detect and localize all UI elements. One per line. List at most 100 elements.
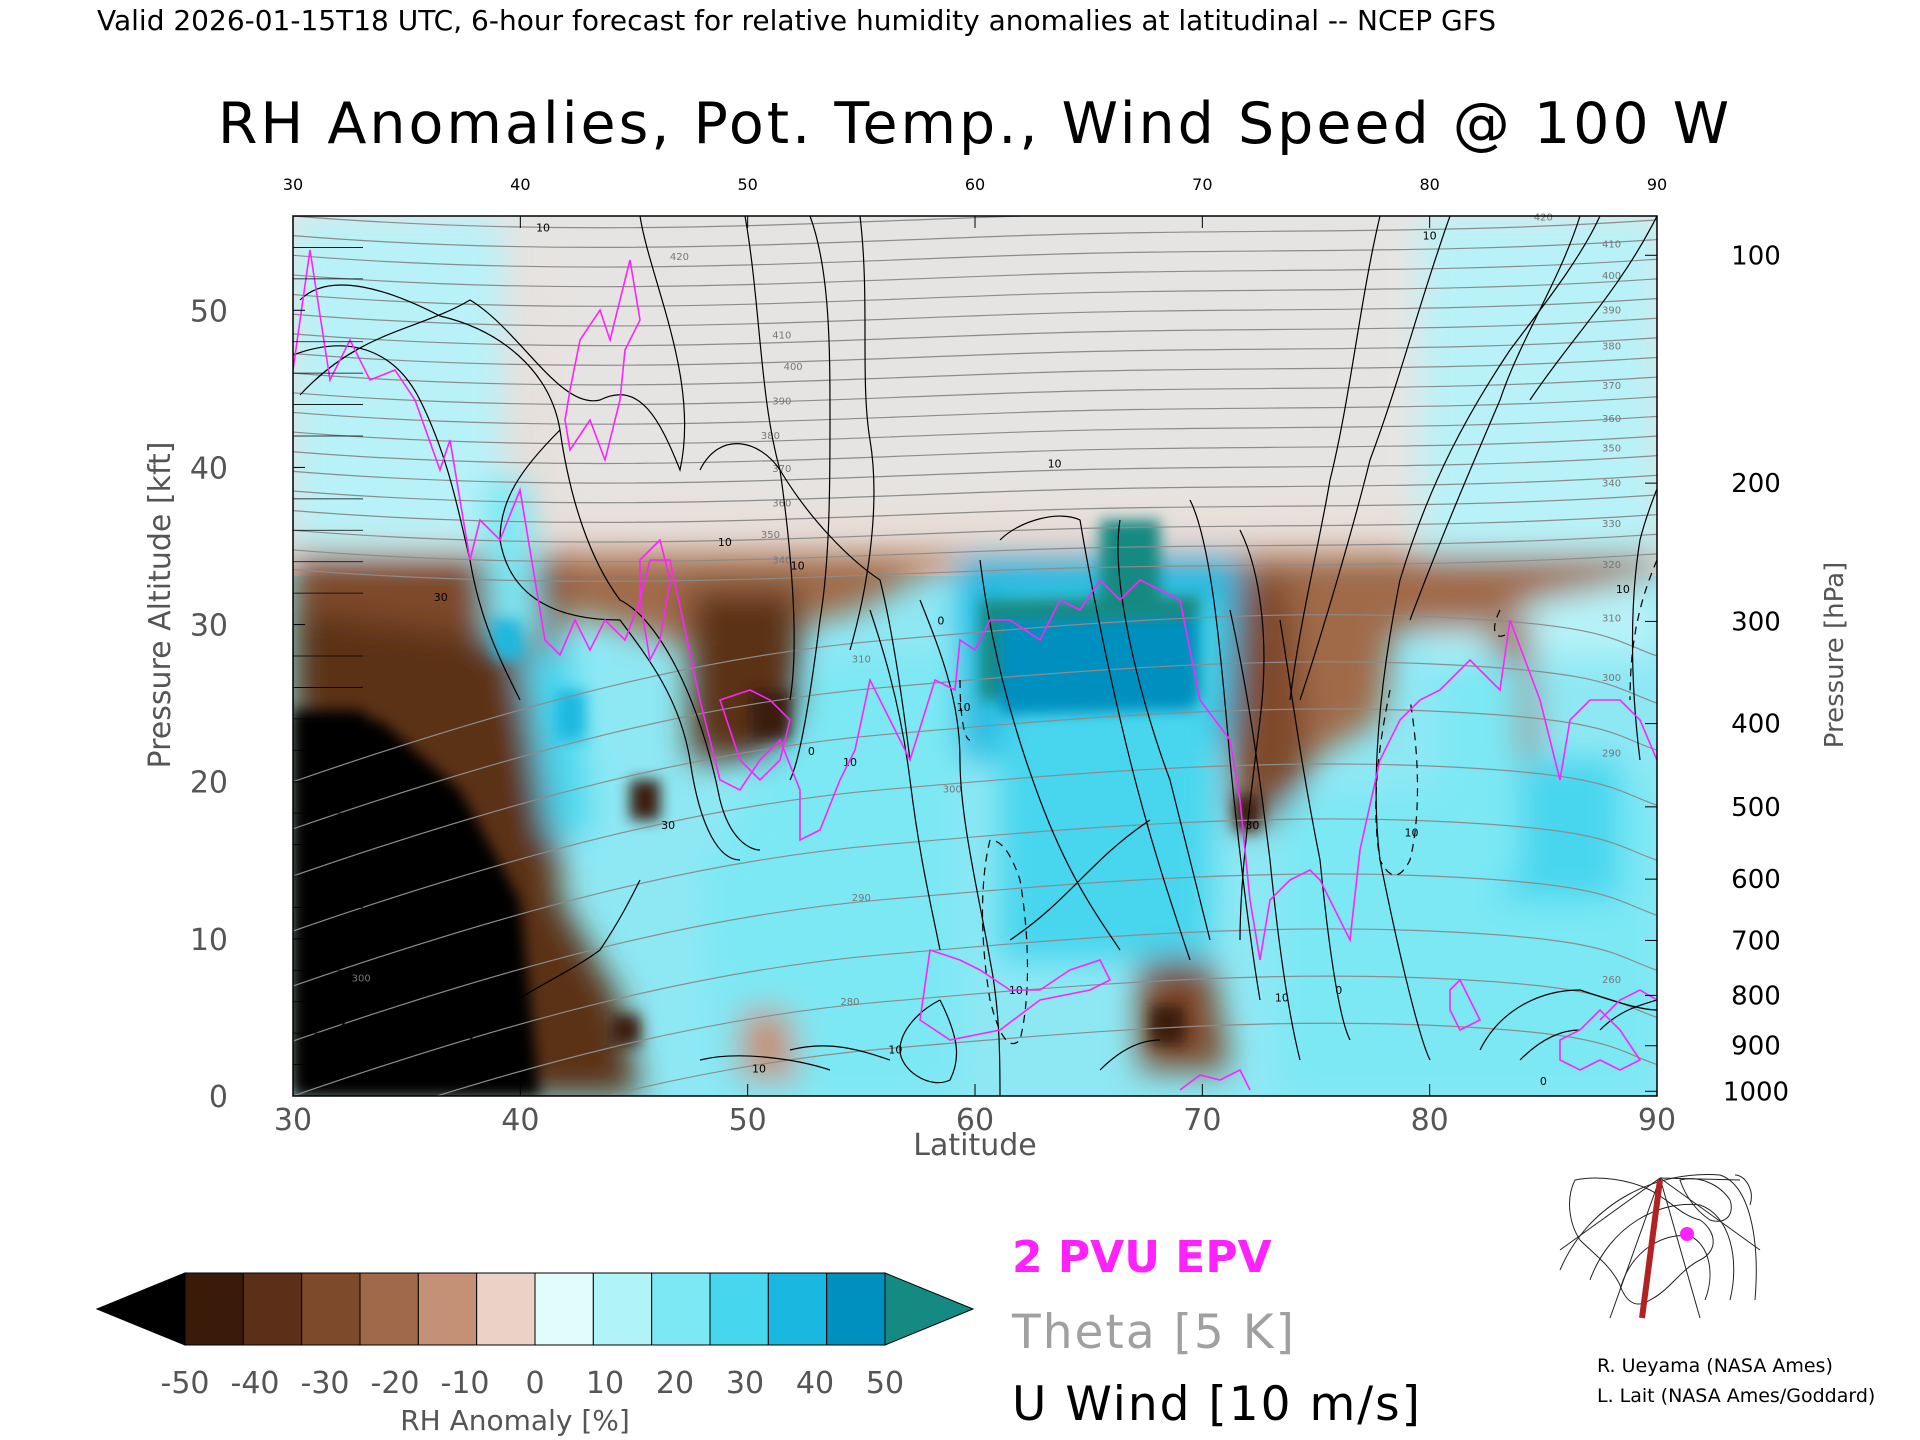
locator-map <box>1558 1166 1761 1319</box>
pressure-tick-label: 1000 <box>1723 1077 1789 1107</box>
theta-isentrope <box>293 818 1657 987</box>
colorbar-swatch <box>184 1272 244 1346</box>
credit-line-1: R. Ueyama (NASA Ames) <box>1597 1355 1833 1377</box>
colorbar-tick-label: 50 <box>866 1366 904 1401</box>
colorbar-tick-label: -10 <box>441 1366 490 1401</box>
plot-axes: 3030404050506060707080809090010203040501… <box>190 175 1789 1138</box>
x-tick-label-top: 60 <box>965 175 985 194</box>
theta-isentrope <box>293 708 1657 877</box>
x-tick-label: 50 <box>729 1103 767 1138</box>
colorbar-swatch <box>359 1272 419 1346</box>
colorbar-tick-label: 40 <box>796 1366 834 1401</box>
y-axis-right-label: Pressure [hPa] <box>1820 562 1850 749</box>
wind-label: 10 <box>1275 992 1289 1005</box>
theta-label: 350 <box>761 530 780 541</box>
theta-label: 380 <box>761 431 780 442</box>
theta-isentrope <box>293 553 1657 582</box>
pressure-tick-label: 900 <box>1731 1032 1781 1062</box>
theta-label: 260 <box>1602 975 1621 986</box>
theta-label: 320 <box>1602 560 1621 571</box>
theta-isentrope <box>434 975 1657 1096</box>
x-tick-label-top: 30 <box>283 175 303 194</box>
theta-label: 380 <box>1602 342 1621 353</box>
wind-label: 0 <box>1540 1075 1547 1088</box>
epv-2pvu-contours <box>293 249 1657 1091</box>
x-tick-label: 80 <box>1411 1103 1449 1138</box>
colorbar-swatch <box>417 1272 478 1346</box>
wind-label: 10 <box>1048 457 1062 470</box>
cross-section-line <box>1639 1179 1663 1319</box>
colorbar-right-arrow <box>884 1272 975 1346</box>
theta-label: 390 <box>772 397 791 408</box>
theta-label: 370 <box>1602 381 1621 392</box>
theta-isentrope <box>293 513 1657 543</box>
theta-isentrope <box>293 474 1657 504</box>
x-tick-label-top: 50 <box>737 175 757 194</box>
theta-label: 290 <box>852 893 871 904</box>
legend-epv: 2 PVU EPV <box>1012 1232 1272 1283</box>
colorbar-tick-label: 30 <box>726 1366 764 1401</box>
pressure-tick-label: 400 <box>1731 710 1781 740</box>
pressure-tick-label: 200 <box>1731 469 1781 499</box>
theta-label: 350 <box>1602 444 1621 455</box>
pressure-tick-label: 100 <box>1731 241 1781 271</box>
theta-label: 360 <box>772 499 791 510</box>
map-graticule-ring-outer <box>1559 1173 1757 1301</box>
theta-label: 400 <box>1602 271 1621 282</box>
colorbar-swatch <box>709 1272 769 1346</box>
theta-isentrope <box>293 356 1657 386</box>
wind-label: 10 <box>718 536 732 549</box>
x-tick-label-top: 40 <box>510 175 530 194</box>
theta-label: 300 <box>943 785 962 796</box>
wind-label: 30 <box>661 819 675 832</box>
u-wind-contours <box>293 216 1657 1096</box>
theta-contour-labels: 4204104003903803703603503403103002902803… <box>352 213 1621 1008</box>
pressure-tick-label: 800 <box>1731 981 1781 1011</box>
y-tick-label: 20 <box>190 766 228 801</box>
theta-isentrope <box>293 455 1657 484</box>
pressure-tick-label: 700 <box>1731 926 1781 956</box>
theta-label: 330 <box>1602 519 1621 530</box>
theta-isentrope <box>293 415 1657 445</box>
x-tick-label: 70 <box>1183 1103 1221 1138</box>
colorbar-tick-label: -30 <box>301 1366 350 1401</box>
colorbar-tick-label: -40 <box>231 1366 280 1401</box>
colorbar-tick-label: 20 <box>656 1366 694 1401</box>
colorbar: -50 -40 -30 -20 -10 0 10 20 30 40 50 RH Anomaly [%… <box>95 1272 975 1437</box>
theta-isentrope <box>293 238 1657 268</box>
wind-label: 10 <box>434 968 448 981</box>
theta-label: 390 <box>1602 305 1621 316</box>
theta-isentrope <box>293 533 1657 563</box>
theta-isentrope <box>293 435 1657 465</box>
theta-isentrope <box>293 396 1657 425</box>
colorbar-label: RH Anomaly [%] <box>400 1404 630 1437</box>
x-tick-label: 30 <box>274 1103 312 1138</box>
x-tick-label-top: 80 <box>1419 175 1439 194</box>
legend-theta: Theta [5 K] <box>1011 1305 1296 1360</box>
theta-label: 370 <box>772 464 791 475</box>
x-tick-label: 40 <box>501 1103 539 1138</box>
plot-title: RH Anomalies, Pot. Temp., Wind Speed @ 1… <box>218 91 1732 157</box>
colorbar-tick-label: 10 <box>586 1366 624 1401</box>
x-axis-label: Latitude <box>913 1128 1036 1163</box>
colorbar-swatch <box>534 1272 594 1346</box>
wind-label: 10 <box>536 222 550 235</box>
colorbar-tick-label: 0 <box>525 1366 544 1401</box>
y-tick-label: 10 <box>190 923 228 958</box>
wind-label: 10 <box>1616 583 1630 596</box>
colorbar-swatch <box>826 1272 886 1346</box>
theta-isentrope <box>293 661 1657 830</box>
wind-label: 10 <box>888 1044 902 1057</box>
wind-label: 10 <box>843 756 857 769</box>
map-coastlines <box>1569 1174 1752 1305</box>
theta-isentrope <box>293 317 1657 347</box>
wind-label: 10 <box>1404 827 1418 840</box>
theta-isentrope <box>293 297 1657 327</box>
theta-isentrope <box>293 494 1657 524</box>
theta-isentrope <box>293 614 1657 783</box>
credit-line-2: L. Lait (NASA Ames/Goddard) <box>1597 1385 1875 1407</box>
theta-label: 300 <box>352 973 371 984</box>
colorbar-tick-label: -20 <box>371 1366 420 1401</box>
theta-isentrope <box>293 278 1657 307</box>
